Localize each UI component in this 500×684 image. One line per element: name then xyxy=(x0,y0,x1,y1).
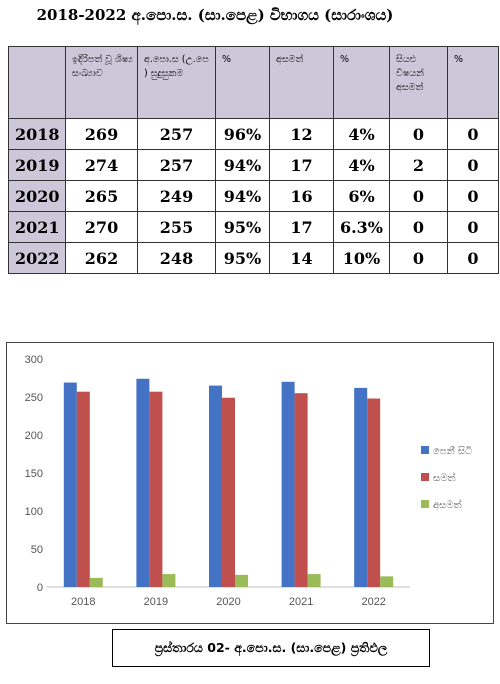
table-cell: 94% xyxy=(215,180,270,212)
table-cell: 269 xyxy=(65,118,138,150)
table-row: 2020 265 249 94% 16 6% 0 0 xyxy=(8,180,499,212)
legend-swatch xyxy=(421,446,429,454)
table-cell: 0 xyxy=(389,180,448,212)
x-tick-label: 2022 xyxy=(361,596,385,608)
table-cell: 265 xyxy=(65,180,138,212)
table-cell: 249 xyxy=(137,180,216,212)
bar-3-2022 xyxy=(380,576,394,587)
y-tick-label: 0 xyxy=(37,582,43,594)
x-tick-label: 2020 xyxy=(216,596,240,608)
header-cell-failed-percent: % xyxy=(333,46,390,119)
table-cell: 95% xyxy=(215,242,270,274)
header-cell-all-failed-percent: % xyxy=(447,46,499,119)
bar-1-2022 xyxy=(354,387,368,587)
table-cell: 2 xyxy=(389,149,448,181)
chart-caption: ප්‍රස්තාරය 02- අ.පො.ස. (සා.පෙළ) ප්‍රතිඵල xyxy=(112,629,430,667)
legend-swatch xyxy=(421,500,429,508)
bar-2-2018 xyxy=(76,391,90,587)
table-cell-year: 2022 xyxy=(8,242,66,274)
x-tick-label: 2021 xyxy=(289,596,313,608)
bar-chart: 0 50 100 150 200 250 300 2018 2019 2020 2021 2022 පෙ… xyxy=(25,354,473,608)
bar-1-2020 xyxy=(209,385,222,587)
table-cell: 0 xyxy=(447,118,499,150)
legend-swatch xyxy=(421,473,429,481)
bar-1-2019 xyxy=(136,378,150,587)
table-cell: 96% xyxy=(215,118,270,150)
table-cell: 4% xyxy=(333,118,390,150)
x-tick-label: 2019 xyxy=(144,596,168,608)
table-cell: 17 xyxy=(269,149,334,181)
table-row: 2018 269 257 96% 12 4% 0 0 xyxy=(8,118,499,150)
bar-3-2018 xyxy=(89,577,103,587)
results-table: ඉදිරිපත් වූ ශිෂ්‍ය සංඛ්‍යාව අ.පො.ස (උ.පෙ… xyxy=(8,46,499,274)
table-cell: 17 xyxy=(269,211,334,243)
y-tick-label: 250 xyxy=(25,392,43,404)
y-tick-label: 300 xyxy=(25,354,43,366)
header-cell-qualified: අ.පො.ස (උ.පෙ ) සුදුසුකම xyxy=(137,46,216,119)
bar-1-2021 xyxy=(281,381,295,587)
table-cell: 270 xyxy=(65,211,138,243)
y-tick-label: 50 xyxy=(31,544,43,556)
bar-2-2019 xyxy=(149,391,163,587)
table-row: 2022 262 248 95% 14 10% 0 0 xyxy=(8,242,499,274)
table-cell: 0 xyxy=(447,149,499,181)
x-tick-label: 2018 xyxy=(71,596,95,608)
chart-frame: 0 50 100 150 200 250 300 2018 2019 2020 2021 2022 පෙ… xyxy=(6,342,494,624)
bar-2-2020 xyxy=(222,397,235,587)
table-cell: 12 xyxy=(269,118,334,150)
table-cell: 6.3% xyxy=(333,211,390,243)
table-header-row: ඉදිරිපත් වූ ශිෂ්‍ය සංඛ්‍යාව අ.පො.ස (උ.පෙ… xyxy=(8,46,499,119)
table-row: 2019 274 257 94% 17 4% 2 0 xyxy=(8,149,499,181)
legend-label: පෙනී සිටි xyxy=(433,446,472,457)
table-cell: 257 xyxy=(137,149,216,181)
table-cell-year: 2020 xyxy=(8,180,66,212)
header-cell-failed: අසමත් xyxy=(269,46,334,119)
bar-3-2020 xyxy=(235,574,248,587)
table-cell-year: 2021 xyxy=(8,211,66,243)
table-cell: 6% xyxy=(333,180,390,212)
table-cell: 0 xyxy=(447,180,499,212)
table-cell: 257 xyxy=(137,118,216,150)
table-cell: 248 xyxy=(137,242,216,274)
header-cell-qualified-percent: % xyxy=(215,46,270,119)
header-cell-empty xyxy=(8,46,66,119)
table-cell: 94% xyxy=(215,149,270,181)
bar-3-2019 xyxy=(162,574,176,587)
table-cell: 0 xyxy=(389,118,448,150)
y-tick-label: 100 xyxy=(25,506,43,518)
y-tick-label: 200 xyxy=(25,430,43,442)
bar-2-2021 xyxy=(294,393,308,587)
y-tick-label: 150 xyxy=(25,468,43,480)
bar-2-2022 xyxy=(367,398,381,587)
table-cell: 16 xyxy=(269,180,334,212)
table-cell: 14 xyxy=(269,242,334,274)
table-cell: 0 xyxy=(389,242,448,274)
table-cell: 255 xyxy=(137,211,216,243)
table-cell: 95% xyxy=(215,211,270,243)
table-row: 2021 270 255 95% 17 6.3% 0 0 xyxy=(8,211,499,243)
bar-1-2018 xyxy=(63,382,77,587)
table-cell: 10% xyxy=(333,242,390,274)
legend-label: අසමත් xyxy=(433,498,462,511)
table-cell-year: 2018 xyxy=(8,118,66,150)
table-cell: 262 xyxy=(65,242,138,274)
bar-3-2021 xyxy=(307,574,321,587)
table-cell: 4% xyxy=(333,149,390,181)
page-title: 2018-2022 අ.පො.ස. (සා.පෙළ) විභාගය (සාරාං… xyxy=(36,6,394,24)
legend-label: සමත් xyxy=(433,471,456,484)
table-cell: 274 xyxy=(65,149,138,181)
table-cell: 0 xyxy=(389,211,448,243)
table-cell: 0 xyxy=(447,211,499,243)
table-cell-year: 2019 xyxy=(8,149,66,181)
header-cell-applied: ඉදිරිපත් වූ ශිෂ්‍ය සංඛ්‍යාව xyxy=(65,46,138,119)
header-cell-all-failed: සියළු විෂයන් අසමත් xyxy=(389,46,448,119)
table-cell: 0 xyxy=(447,242,499,274)
